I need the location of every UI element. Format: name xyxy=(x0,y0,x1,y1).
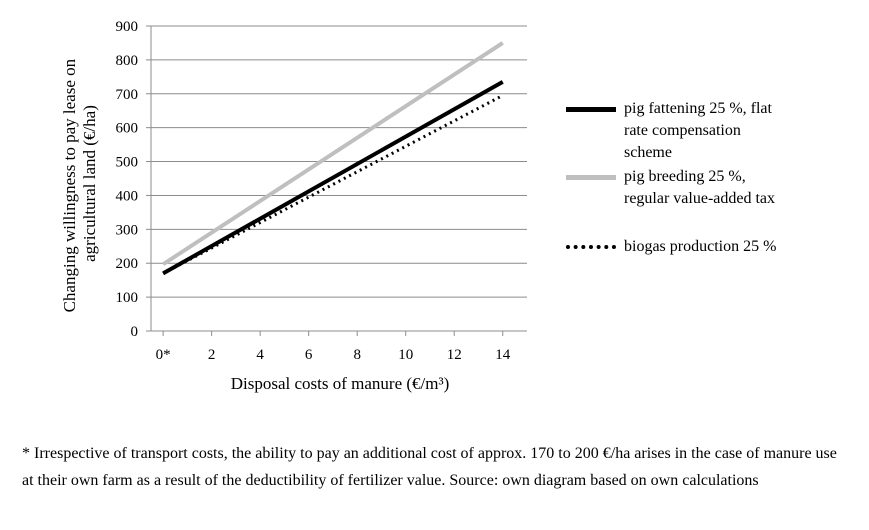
gridlines xyxy=(151,25,527,332)
series-biogas-line xyxy=(162,94,504,275)
x-tick-label: 10 xyxy=(398,347,413,363)
y-tick-label: 100 xyxy=(116,290,139,306)
series-pig-breeding-line xyxy=(162,41,504,266)
legend-item-biogas: biogas production 25 % xyxy=(566,236,826,258)
y-axis-title: Changing willingness to pay lease on agr… xyxy=(60,55,99,313)
legend-item-pig-fattening: pig fattening 25 %, flat rate compensati… xyxy=(566,98,826,164)
x-tick-label: 8 xyxy=(353,347,361,363)
x-tick-label: 0* xyxy=(156,347,171,363)
legend-swatch-pig-breeding xyxy=(566,175,616,180)
legend-label-line: rate compensation xyxy=(624,122,741,139)
y-tick-label: 400 xyxy=(116,188,139,204)
y-tick-label: 200 xyxy=(116,256,139,272)
footnote: * Irrespective of transport costs, the a… xyxy=(22,445,837,489)
x-tick-label: 4 xyxy=(256,347,264,363)
x-tick-label: 2 xyxy=(208,347,216,363)
legend-label-line: regular value-added tax xyxy=(624,190,776,207)
legend-label-line: scheme xyxy=(624,144,672,161)
x-axis-title: Disposal costs of manure (€/m³) xyxy=(231,374,450,393)
legend-label-line: pig breeding 25 %, xyxy=(624,168,746,185)
y-tick-label: 900 xyxy=(116,19,139,35)
legend-swatch-biogas xyxy=(566,245,616,249)
x-tick-label: 14 xyxy=(495,347,511,363)
axes xyxy=(146,25,504,336)
x-tick-label: 12 xyxy=(447,347,462,363)
y-tick-label: 800 xyxy=(116,53,139,69)
y-tick-label: 600 xyxy=(116,121,139,137)
y-tick-label: 700 xyxy=(116,87,139,103)
legend-label-line: pig fattening 25 %, flat xyxy=(624,100,772,117)
legend-label-line: biogas production 25 % xyxy=(624,238,777,255)
legend: pig fattening 25 %, flat rate compensati… xyxy=(566,98,826,258)
y-tick-label: 0 xyxy=(131,324,139,340)
x-tick-labels: 0* 2 4 6 8 10 12 14 xyxy=(156,347,511,363)
x-tick-label: 6 xyxy=(305,347,313,363)
y-tick-label: 300 xyxy=(116,222,139,238)
series-lines xyxy=(162,41,504,276)
series-pig-fattening-line xyxy=(162,80,504,276)
y-tick-label: 500 xyxy=(116,155,139,171)
chart: 0 100 200 300 400 500 600 700 800 900 0* 2 4 6 8 10 12 1… xyxy=(60,19,527,393)
legend-item-pig-breeding: pig breeding 25 %, regular value-added t… xyxy=(566,166,826,210)
legend-swatch-pig-fattening xyxy=(566,107,616,112)
y-tick-labels: 0 100 200 300 400 500 600 700 800 900 xyxy=(116,19,139,340)
